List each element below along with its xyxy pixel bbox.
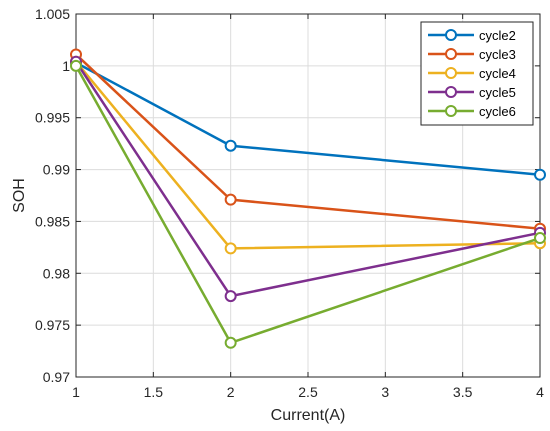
y-tick-label: 0.97 bbox=[43, 369, 70, 385]
data-point bbox=[534, 232, 546, 245]
x-tick-label: 1.5 bbox=[144, 384, 164, 400]
legend-label: cycle6 bbox=[479, 104, 516, 119]
y-axis-label: SOH bbox=[11, 178, 28, 213]
data-point bbox=[70, 59, 82, 72]
legend-marker bbox=[445, 29, 457, 41]
legend-marker bbox=[445, 48, 457, 60]
legend-label: cycle3 bbox=[479, 47, 516, 62]
y-tick-label: 1 bbox=[62, 58, 70, 74]
series-group bbox=[70, 48, 546, 349]
legend-marker bbox=[445, 105, 457, 117]
data-point bbox=[224, 193, 237, 206]
x-tick-label: 2 bbox=[227, 384, 235, 400]
legend-item: cycle2 bbox=[428, 28, 516, 43]
x-tick-label: 1 bbox=[72, 384, 80, 400]
data-point bbox=[224, 139, 237, 152]
data-point bbox=[224, 336, 237, 349]
legend-label: cycle2 bbox=[479, 28, 516, 43]
data-point bbox=[224, 242, 237, 255]
legend: cycle2 cycle3 cycle4 cycle5 cycle6 bbox=[420, 21, 534, 126]
y-tick-label: 0.985 bbox=[35, 213, 70, 229]
x-axis-label: Current(A) bbox=[271, 407, 346, 424]
x-tick-label: 2.5 bbox=[298, 384, 318, 400]
y-tick-label: 0.995 bbox=[35, 110, 70, 126]
legend-item: cycle5 bbox=[428, 85, 516, 100]
y-tick-label: 0.98 bbox=[43, 265, 70, 281]
x-tick-label: 4 bbox=[536, 384, 544, 400]
y-tick-label: 0.975 bbox=[35, 317, 70, 333]
data-point bbox=[534, 168, 546, 181]
legend-marker bbox=[445, 67, 457, 79]
legend-label: cycle5 bbox=[479, 85, 516, 100]
legend-marker bbox=[445, 86, 457, 98]
legend-item: cycle4 bbox=[428, 66, 516, 81]
legend-label: cycle4 bbox=[479, 66, 516, 81]
data-point bbox=[224, 290, 237, 303]
x-axis-ticks: 1 1.5 2 2.5 3 3.5 4 bbox=[72, 14, 544, 400]
x-tick-label: 3.5 bbox=[453, 384, 473, 400]
y-tick-label: 0.99 bbox=[43, 162, 70, 178]
legend-item: cycle6 bbox=[428, 104, 516, 119]
series-cycle6 bbox=[70, 59, 546, 349]
y-axis-ticks: 0.97 0.975 0.98 0.985 0.99 0.995 1 1.005 bbox=[35, 6, 540, 385]
legend-item: cycle3 bbox=[428, 47, 516, 62]
y-tick-label: 1.005 bbox=[35, 6, 70, 22]
x-tick-label: 3 bbox=[381, 384, 389, 400]
